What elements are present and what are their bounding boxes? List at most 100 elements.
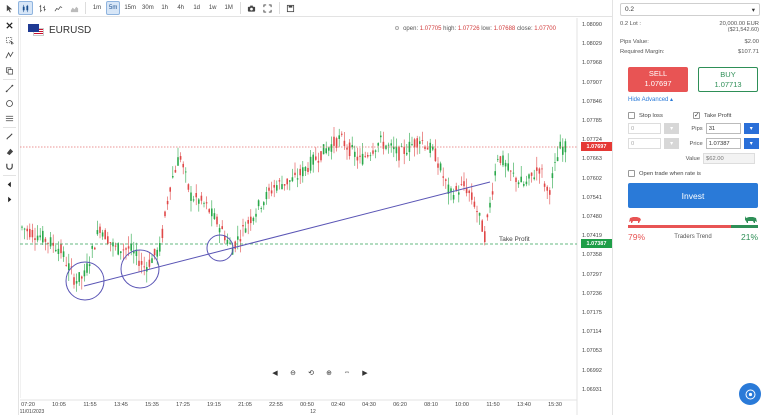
candle-body — [120, 251, 122, 254]
time-tick: 15:35 — [145, 402, 159, 408]
candle-body — [179, 156, 182, 160]
area-chart-icon[interactable] — [67, 1, 81, 15]
price-chart[interactable]: EURUSD open: 1.07705 high: 1.07726 low: … — [20, 18, 612, 415]
price-tick: 1.07053 — [582, 348, 602, 355]
candle-body — [133, 250, 135, 254]
candle-body — [57, 248, 60, 255]
pattern-icon[interactable] — [0, 48, 19, 63]
candle-body — [68, 263, 70, 271]
trendline-icon[interactable] — [0, 81, 19, 96]
candle-body — [346, 147, 348, 150]
take-profit-checkbox[interactable] — [693, 111, 700, 119]
close-icon[interactable] — [0, 18, 19, 33]
brush-icon[interactable] — [0, 129, 19, 144]
candlestick-chart-icon[interactable] — [18, 1, 33, 15]
crosshair-select-icon[interactable] — [0, 33, 19, 48]
magnet-icon[interactable] — [0, 159, 19, 174]
time-tick: 10:05 — [52, 402, 66, 408]
candle-body — [23, 228, 26, 230]
candle-body — [426, 147, 429, 150]
take-profit-pips-stepper[interactable]: ▾ — [743, 123, 759, 135]
expand-right-icon[interactable] — [0, 192, 19, 207]
amount-select[interactable]: 0.2 ▾ — [620, 3, 760, 16]
timeframe-1d[interactable]: 1d — [193, 5, 201, 11]
fit-chart-icon[interactable]: ⇔ — [343, 369, 351, 376]
camera-icon[interactable] — [245, 1, 259, 15]
candle-body — [242, 225, 244, 227]
candle-body — [520, 176, 522, 183]
buy-button[interactable]: BUY 1.07713 — [698, 67, 758, 92]
candle-body — [78, 272, 80, 282]
visibility-icon[interactable] — [395, 26, 400, 31]
bull-icon — [745, 216, 757, 224]
sell-button[interactable]: SELL 1.07697 — [628, 67, 688, 92]
eraser-icon[interactable] — [0, 144, 19, 159]
candle-body — [543, 183, 546, 187]
hide-advanced-link[interactable]: Hide Advanced ▴ — [628, 97, 674, 103]
stop-loss-checkbox[interactable] — [628, 112, 635, 119]
candle-body — [289, 180, 291, 182]
buy-label: BUY — [720, 70, 736, 79]
zoom-out-icon[interactable]: ⊖ — [290, 370, 296, 377]
day-label: 12 — [310, 409, 316, 415]
timeframe-1w[interactable]: 1w — [208, 5, 217, 11]
margin-value: $107.71 — [738, 49, 759, 55]
candle-body — [83, 270, 86, 277]
candle-body — [489, 202, 491, 208]
traders-trend: 79% Traders Trend 21% — [628, 215, 758, 242]
candle-body — [273, 184, 275, 188]
timeframe-15m[interactable]: 15m — [124, 5, 137, 11]
candle-body — [465, 187, 468, 194]
candle-body — [182, 163, 184, 168]
timeframe-1M[interactable]: 1M — [224, 5, 233, 11]
open-trade-when-checkbox[interactable] — [628, 170, 635, 178]
horizontal-lines-icon[interactable] — [0, 111, 19, 126]
save-template-icon[interactable] — [284, 1, 298, 15]
candle-body — [278, 180, 281, 182]
stop-loss-price-stepper[interactable]: ▾ — [663, 138, 680, 150]
candle-body — [406, 152, 408, 155]
timeframe-1m[interactable]: 1m — [92, 5, 102, 11]
candle-body — [416, 138, 418, 148]
candle-body — [52, 242, 54, 246]
take-profit-pips-input[interactable]: 31 — [705, 123, 741, 135]
candle-body — [185, 171, 187, 173]
candle-body — [109, 242, 112, 244]
layers-icon[interactable] — [0, 63, 19, 78]
fullscreen-icon[interactable] — [261, 1, 275, 15]
chart-toolbar: 1m 5m 15m 30m 1h 4h 1d 1w 1M — [0, 0, 612, 17]
candle-body — [39, 235, 41, 238]
timeframe-4h[interactable]: 4h — [177, 5, 185, 11]
bear-icon — [629, 217, 641, 224]
price-tick: 1.06931 — [582, 386, 602, 393]
scroll-right-icon[interactable]: ▶ — [362, 370, 368, 377]
stop-loss-pips-input[interactable]: 0 — [628, 123, 661, 135]
reset-zoom-icon[interactable]: ⟲ — [308, 370, 314, 377]
candle-body — [159, 243, 161, 252]
zoom-in-icon[interactable]: ⊕ — [326, 370, 332, 377]
candle-body — [562, 146, 564, 155]
stop-loss-pips-stepper[interactable]: ▾ — [663, 123, 680, 135]
tool-divider — [3, 79, 16, 80]
bar-chart-icon[interactable] — [35, 1, 49, 15]
drawn-circle — [120, 249, 160, 289]
invest-button[interactable]: Invest — [628, 183, 758, 209]
line-chart-icon[interactable] — [51, 1, 65, 15]
take-profit-price-stepper[interactable]: ▾ — [743, 138, 759, 150]
time-tick: 02:40 — [331, 402, 345, 408]
circle-tool-icon[interactable] — [0, 96, 19, 111]
cursor-icon[interactable] — [2, 1, 16, 15]
scroll-left-icon[interactable]: ◀ — [272, 370, 278, 377]
take-profit-price-input[interactable]: 1.07387 — [705, 138, 741, 150]
support-chat-icon[interactable] — [739, 383, 761, 405]
candle-body — [91, 245, 93, 249]
chart-canvas[interactable] — [20, 18, 612, 415]
candle-body — [530, 172, 533, 176]
stop-loss-price-input[interactable]: 0 — [628, 138, 661, 150]
timeframe-5m[interactable]: 5m — [106, 1, 121, 15]
collapse-left-icon[interactable] — [0, 177, 19, 192]
timeframe-30m[interactable]: 30m — [142, 5, 154, 11]
price-tick: 1.07602 — [582, 175, 602, 182]
timeframe-1h[interactable]: 1h — [161, 5, 169, 11]
take-profit-label: Take Profit — [499, 236, 530, 243]
